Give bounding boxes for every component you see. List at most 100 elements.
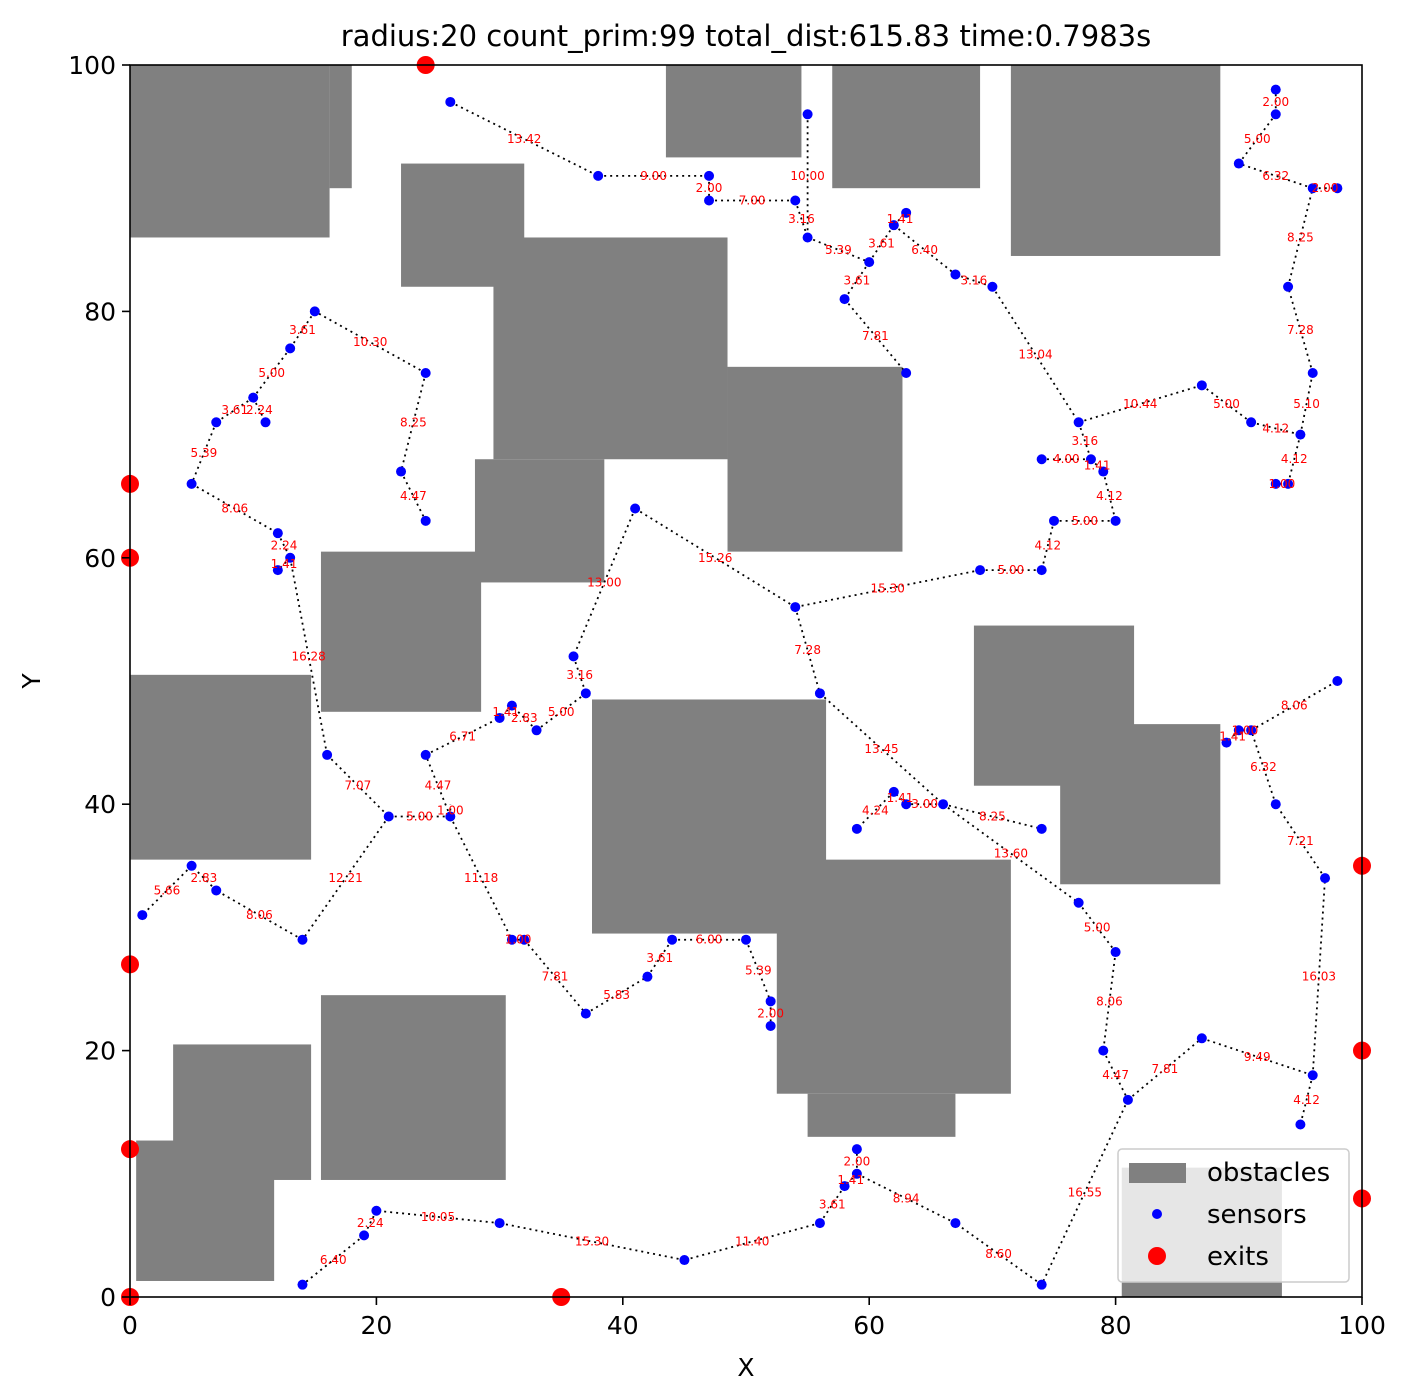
y-tick-label: 100 (68, 51, 116, 80)
legend-obstacles-swatch (1129, 1163, 1186, 1183)
obstacle (329, 65, 352, 189)
sensor-point (704, 195, 715, 206)
edge-distance-label: 1.41 (1219, 729, 1246, 743)
edge-distance-label: 2.24 (357, 1216, 384, 1230)
edge-labels-layer: 13.42 9.00 2.00 7.00 3.16 10.00 5.39 3.61 3.61 7.… (154, 95, 1339, 1267)
network-edge (634, 507, 796, 608)
x-axis-label: X (737, 1353, 754, 1382)
legend-exits-label: exits (1207, 1242, 1269, 1272)
edge-distance-label: 6.32 (1262, 169, 1289, 183)
edge-distance-label: 6.32 (1250, 760, 1277, 774)
edge-distance-label: 3.16 (1071, 434, 1098, 448)
sensor-point (371, 1205, 382, 1216)
sensor-point (420, 368, 431, 378)
edge-distance-label: 2.24 (246, 403, 273, 417)
sensor-point (950, 1218, 961, 1229)
network-edge (856, 1172, 956, 1224)
network-edge (1250, 421, 1301, 436)
edge-distance-label: 2.00 (757, 1007, 784, 1021)
sensor-point (1233, 725, 1244, 736)
obstacle (320, 551, 482, 712)
network-edge (252, 347, 291, 399)
sensor-point (1098, 466, 1109, 477)
edge-distance-label: 3.61 (868, 237, 895, 251)
sensor-point (1196, 380, 1207, 391)
edge-distance-label: 1.41 (1084, 458, 1111, 472)
sensor-point (667, 934, 678, 945)
x-axis-ticks: 0 20 40 60 80 100 (122, 1297, 1386, 1340)
network-edge (893, 224, 957, 276)
sensor-point (494, 1218, 505, 1229)
sensor-point (580, 688, 591, 699)
network-edge (523, 939, 587, 1015)
edge-distance-label: 4.47 (400, 489, 427, 503)
sensor-point (297, 934, 308, 945)
edge-distance-label: 15.26 (698, 551, 732, 565)
network-edge (215, 889, 303, 941)
network-edge (942, 803, 1080, 904)
sensor-point (630, 503, 641, 514)
sensor-point (1073, 417, 1084, 428)
edge-distance-label: 5.00 (1071, 514, 1098, 528)
legend-exits-marker (1148, 1247, 1166, 1265)
network-edge (400, 372, 427, 472)
obstacle (776, 859, 1011, 1094)
network-edge (843, 261, 870, 300)
y-axis-label: Y (17, 673, 46, 690)
network-edge (1040, 1099, 1129, 1286)
edge-distance-label: 15.30 (871, 582, 905, 596)
edge-distance-label: 1.41 (887, 212, 914, 226)
sensor-point (186, 860, 197, 871)
edge-distance-label: 11.18 (464, 871, 498, 885)
sensor-point (1122, 1094, 1133, 1105)
network-edge (1201, 384, 1252, 423)
sensor-point (137, 910, 148, 921)
edge-distance-label: 9.00 (640, 169, 667, 183)
edge-distance-label: 4.12 (1281, 452, 1308, 466)
sensor-point (790, 195, 801, 206)
obstacle (807, 1093, 956, 1137)
sensor-point (901, 207, 912, 218)
edge-distance-label: 5.39 (825, 243, 852, 257)
edge-distance-label: 5.39 (745, 964, 772, 978)
x-tick-label: 40 (607, 1311, 639, 1340)
sensor-point (297, 1279, 308, 1290)
edge-distance-label: 6.40 (320, 1253, 347, 1267)
sensor-point (519, 934, 530, 945)
network-edge (1201, 1037, 1314, 1077)
network-edge (289, 310, 316, 349)
chart-title: radius:20 count_prim:99 total_dist:615.8… (341, 19, 1151, 53)
network-edge (1040, 520, 1055, 571)
network-edge (326, 754, 390, 818)
sensor-point (888, 220, 899, 231)
sensor-point (1085, 454, 1096, 465)
network-edge (1102, 471, 1117, 522)
edge-distance-label: 10.05 (421, 1210, 455, 1224)
edge-distance-label: 3.61 (221, 403, 248, 417)
sensor-point (851, 1144, 862, 1155)
network-edge (819, 692, 944, 805)
network-edge (252, 397, 267, 423)
sensor-point (260, 417, 271, 428)
network-edge (856, 791, 895, 830)
sensor-point (839, 294, 850, 305)
edge-distance-label: 5.00 (406, 810, 433, 824)
edge-distance-label: 8.94 (893, 1191, 920, 1205)
sensor-point (1270, 109, 1281, 120)
sensor-point (1049, 515, 1059, 526)
sensor-point (901, 799, 912, 810)
network-edge (1299, 372, 1314, 435)
network-edge (1127, 1037, 1203, 1101)
edge-distance-label: 7.81 (1152, 1062, 1179, 1076)
x-tick-label: 60 (853, 1311, 885, 1340)
network-edge (572, 508, 636, 657)
network-edge (301, 816, 390, 941)
edge-distance-label: 4.12 (1262, 421, 1289, 435)
network-edge (215, 396, 254, 424)
sensor-point (1320, 873, 1331, 884)
edge-distance-label: 1.41 (837, 1173, 864, 1187)
sensor-point (506, 700, 517, 711)
edge-distance-label: 10.44 (1123, 397, 1157, 411)
edge-distance-label: 15.30 (575, 1235, 609, 1249)
sensor-point (1307, 1070, 1318, 1081)
